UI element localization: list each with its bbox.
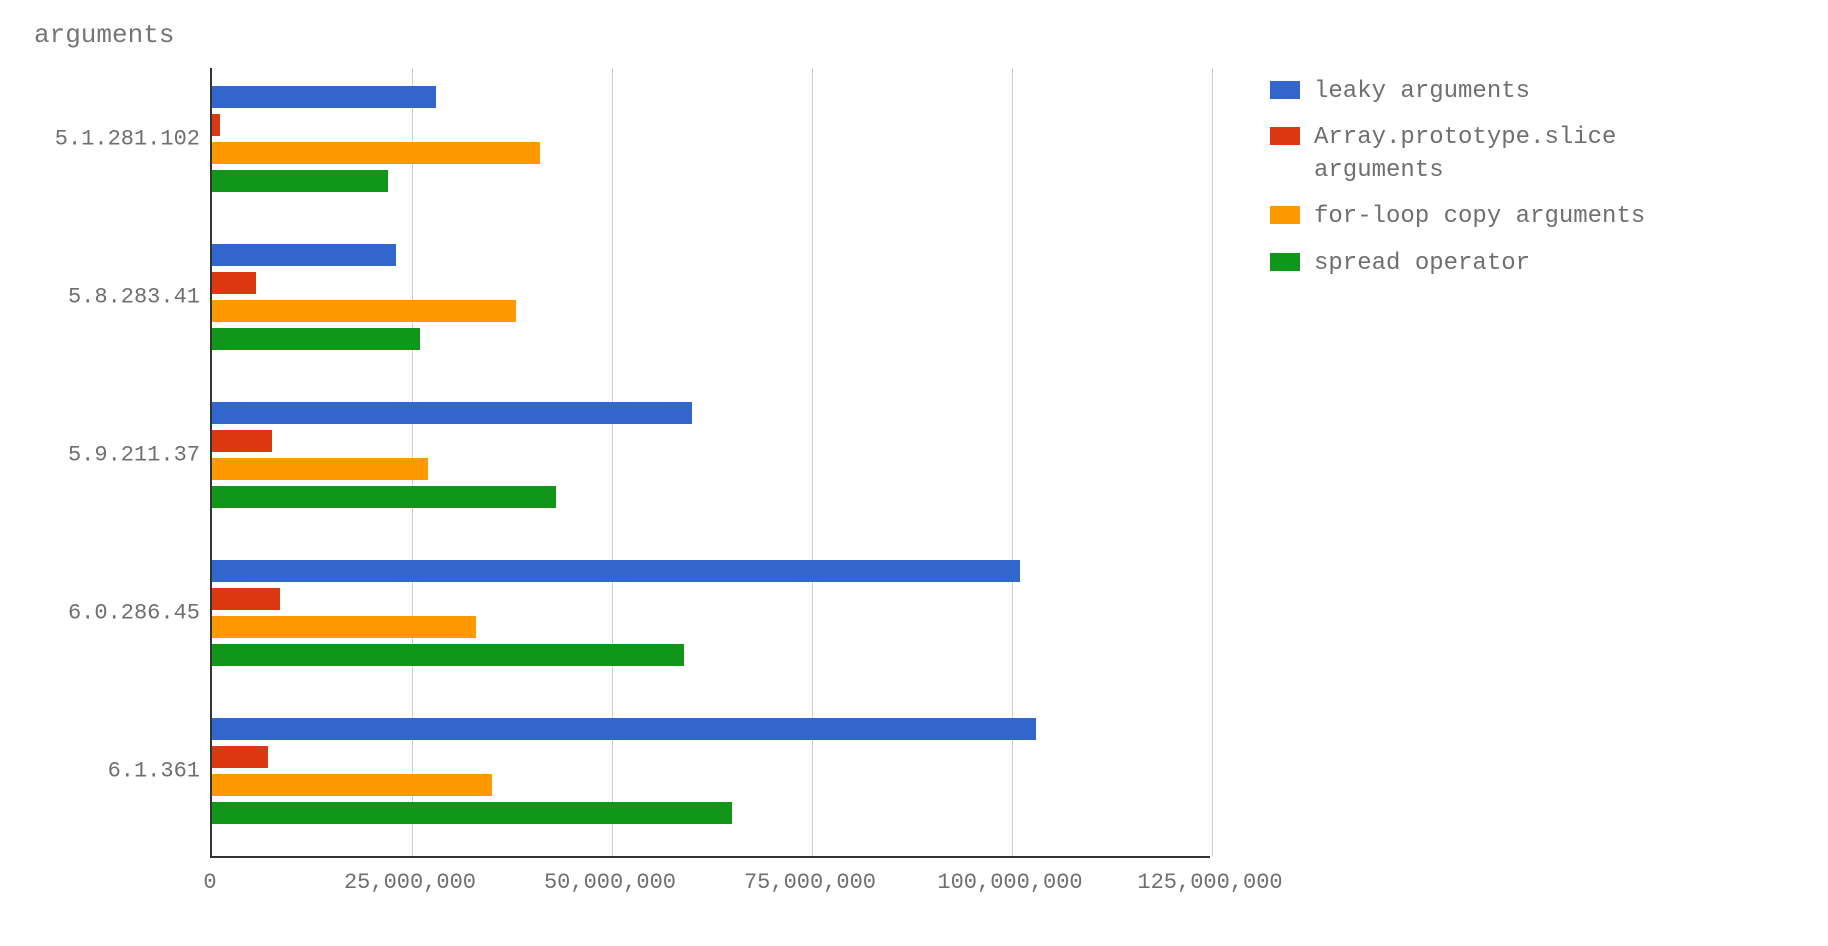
bar-forloop <box>212 142 540 164</box>
bar-slice <box>212 588 280 610</box>
legend-label: leaky arguments <box>1314 76 1530 108</box>
legend-swatch <box>1270 206 1300 224</box>
bar-forloop <box>212 300 516 322</box>
legend-swatch <box>1270 81 1300 99</box>
legend-label: Array.prototype.slice arguments <box>1314 122 1690 187</box>
bar-spread <box>212 170 388 192</box>
bar-forloop <box>212 458 428 480</box>
bar-spread <box>212 328 420 350</box>
legend-swatch <box>1270 253 1300 271</box>
legend-item: spread operator <box>1270 248 1690 280</box>
y-tick-label: 6.1.361 <box>108 759 212 784</box>
bar-leaky <box>212 718 1036 740</box>
bar-spread <box>212 486 556 508</box>
x-tick-label: 125,000,000 <box>1137 870 1282 895</box>
bar-leaky <box>212 560 1020 582</box>
bar-leaky <box>212 244 396 266</box>
x-tick-label: 25,000,000 <box>344 870 476 895</box>
bar-spread <box>212 644 684 666</box>
bar-leaky <box>212 402 692 424</box>
legend: leaky arguments Array.prototype.slice arg… <box>1270 76 1690 294</box>
legend-item: leaky arguments <box>1270 76 1690 108</box>
chart-title: arguments <box>34 20 1798 50</box>
legend-item: for-loop copy arguments <box>1270 201 1690 233</box>
legend-item: Array.prototype.slice arguments <box>1270 122 1690 187</box>
x-tick-label: 0 <box>203 870 216 895</box>
bar-slice <box>212 272 256 294</box>
bars-layer <box>212 68 1210 856</box>
x-tick-label: 75,000,000 <box>744 870 876 895</box>
legend-swatch <box>1270 127 1300 145</box>
x-axis: 025,000,00050,000,00075,000,000100,000,0… <box>210 858 1210 908</box>
y-tick-label: 6.0.286.45 <box>68 601 212 626</box>
y-tick-label: 5.9.211.37 <box>68 443 212 468</box>
bar-forloop <box>212 616 476 638</box>
bar-slice <box>212 114 220 136</box>
x-tick-label: 100,000,000 <box>937 870 1082 895</box>
bar-leaky <box>212 86 436 108</box>
y-tick-label: 5.8.283.41 <box>68 285 212 310</box>
gridline <box>1212 68 1213 856</box>
chart-container: arguments 5.1.281.102 5.8.283.41 5.9.211.3… <box>0 0 1828 946</box>
bar-slice <box>212 746 268 768</box>
legend-label: for-loop copy arguments <box>1314 201 1645 233</box>
chart-row: 5.1.281.102 5.8.283.41 5.9.211.37 6.0.286.4… <box>30 68 1798 908</box>
x-tick-label: 50,000,000 <box>544 870 676 895</box>
bar-spread <box>212 802 732 824</box>
plot-area: 5.1.281.1025.8.283.415.9.211.376.0.286.4… <box>210 68 1210 858</box>
y-tick-label: 5.1.281.102 <box>55 127 212 152</box>
legend-label: spread operator <box>1314 248 1530 280</box>
plot: 5.1.281.1025.8.283.415.9.211.376.0.286.4… <box>210 68 1210 908</box>
bar-forloop <box>212 774 492 796</box>
bar-slice <box>212 430 272 452</box>
